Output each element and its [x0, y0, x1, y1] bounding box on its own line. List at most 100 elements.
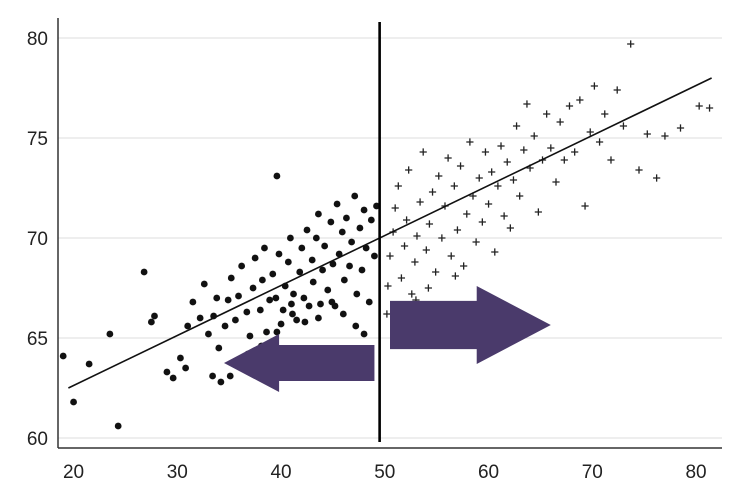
scatter-dot [169, 374, 177, 382]
scatter-dot [275, 250, 283, 258]
y-tick-label: 80 [27, 29, 48, 50]
scatter-plus [481, 148, 490, 156]
scatter-dot [300, 294, 308, 302]
scatter-dot [312, 234, 320, 242]
scatter-dot [258, 276, 266, 284]
scatter-dot [329, 260, 337, 268]
scatter-dot [362, 244, 370, 252]
scatter-plus [391, 204, 399, 212]
scatter-dot [59, 352, 67, 360]
scatter-dot [284, 258, 292, 266]
x-tick-label: 40 [270, 462, 291, 483]
scatter-dot [177, 354, 184, 362]
scatter-dot [147, 318, 155, 326]
scatter-dot [296, 268, 304, 276]
scatter-dot [327, 218, 335, 226]
scatter-dot [279, 306, 287, 314]
scatter-plus [386, 252, 394, 260]
scatter-dot [226, 372, 234, 380]
x-tick-label: 60 [478, 462, 499, 483]
scatter-plus [627, 40, 635, 48]
scatter-dot [184, 322, 192, 330]
scatter-plus [384, 282, 392, 290]
scatter-dot [251, 254, 259, 262]
scatter-plus [478, 218, 486, 226]
scatter-plus [484, 200, 493, 208]
scatter-dot [189, 298, 197, 306]
scatter-plus [676, 124, 685, 132]
scatter-plus [506, 224, 514, 232]
scatter-plus [560, 156, 568, 164]
scatter-plus [472, 238, 480, 246]
scatter-plus [552, 178, 560, 186]
scatter-plus [453, 226, 462, 234]
scatter-plus [590, 82, 598, 90]
scatter-dot [273, 172, 281, 180]
scatter-dot [114, 422, 122, 430]
arrow-left-icon [224, 334, 375, 392]
x-tick-label: 30 [167, 462, 188, 483]
x-tick-label: 20 [63, 462, 84, 483]
scatter-dot [205, 330, 212, 338]
scatter-plus [408, 290, 416, 298]
regression-line [68, 77, 712, 389]
scatter-dot [235, 292, 242, 300]
scatter-plus [547, 144, 555, 152]
scatter-dot [290, 290, 297, 298]
scatter-dot [151, 312, 158, 320]
scatter-plus [494, 182, 502, 190]
scatter-plus [509, 176, 518, 184]
scatter-plus [500, 212, 508, 220]
scatter-dot [287, 234, 294, 242]
scatter-dot [371, 252, 378, 260]
scatter-plus [394, 182, 402, 190]
scatter-dot [215, 344, 223, 352]
scatter-plus [601, 110, 609, 118]
scatter-plus [460, 262, 468, 270]
scatter-plus [576, 96, 584, 104]
scatter-plus [383, 310, 391, 318]
y-tick-label: 75 [27, 129, 48, 150]
scatter-dot [140, 268, 148, 276]
scatter-plus [413, 232, 421, 240]
scatter-dot [348, 238, 356, 246]
scatter-dot [321, 242, 329, 250]
scatter-dot [309, 278, 317, 286]
scatter-dot [243, 308, 251, 316]
scatter-dot [163, 368, 171, 376]
scatter-plus [428, 188, 437, 196]
scatter-plus [695, 102, 703, 110]
scatter-plus [424, 284, 432, 292]
scatter-plus [520, 146, 528, 154]
x-tick-label: 70 [582, 462, 603, 483]
scatter-dot [224, 296, 232, 304]
scatter-dot [319, 266, 326, 274]
scatter-dot [298, 244, 306, 252]
scatter-plus [444, 154, 452, 162]
scatter-plus [425, 220, 434, 228]
scatter-dot [365, 298, 373, 306]
scatter-dot [315, 210, 322, 218]
scatter-dot [289, 310, 296, 318]
scatter-dot [288, 300, 295, 308]
scatter-dot [273, 328, 281, 336]
scatter-dot [227, 274, 235, 282]
scatter-dot [196, 314, 204, 322]
scatter-plus [516, 192, 524, 200]
scatter-plus [419, 148, 427, 156]
scatter-dot [315, 314, 322, 322]
scatter-dot [217, 378, 225, 386]
scatter-plus [595, 138, 604, 146]
scatter-dot [351, 192, 359, 200]
arrow-right-icon [390, 286, 551, 364]
y-tick-label: 70 [27, 229, 48, 250]
scatter-plus [438, 234, 446, 242]
scatter-dot [303, 226, 311, 234]
scatter-dot [373, 202, 380, 210]
scatter-plus [556, 118, 564, 126]
scatter-dot [266, 296, 274, 304]
scatter-plus [497, 142, 505, 150]
scatter-plus [571, 148, 579, 156]
scatter-plus [403, 216, 411, 224]
scatter-plus [635, 166, 643, 174]
